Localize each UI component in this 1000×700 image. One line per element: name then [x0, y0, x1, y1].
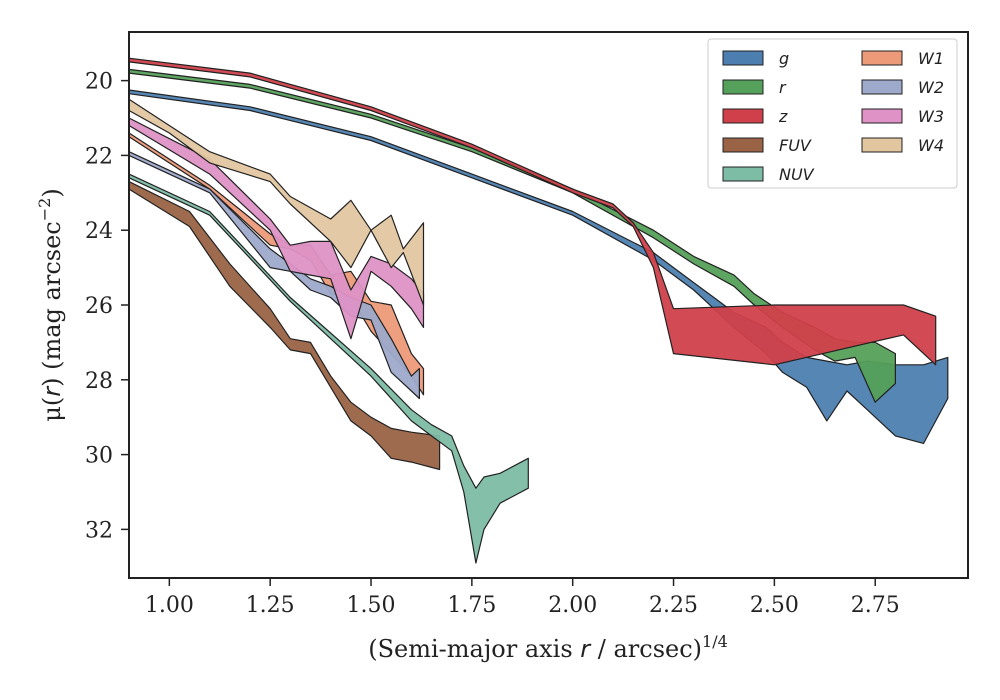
legend-swatch — [861, 108, 903, 124]
legend-swatch — [861, 79, 903, 95]
x-tick-label: 1.25 — [246, 593, 295, 618]
band-nuv — [128, 173, 529, 564]
legend-swatch — [722, 50, 764, 66]
legend-item-nuv: NUV — [722, 165, 815, 184]
y-tick-label: 20 — [85, 70, 113, 95]
legend-label: g — [779, 49, 789, 68]
legend-item-z: z — [722, 107, 788, 126]
band-w3 — [128, 117, 425, 340]
y-axis-ticks: 20 22 24 26 28 30 32 — [85, 70, 129, 543]
x-tick-label: 2.00 — [548, 593, 597, 618]
legend-item-fuv: FUV — [722, 136, 812, 155]
x-tick-label: 1.75 — [447, 593, 496, 618]
y-tick-label: 24 — [85, 219, 113, 244]
x-tick-label: 1.00 — [145, 593, 194, 618]
legend: grz FUV NUV W1 W2 W3 W4 — [707, 38, 958, 189]
legend-label: W1 — [918, 49, 944, 68]
band-fuv — [128, 181, 441, 471]
y-tick-label: 30 — [85, 444, 113, 469]
y-axis-label: μ(r) (mag arcsec−2) — [35, 188, 66, 421]
legend-swatch — [722, 166, 764, 182]
legend-label: W4 — [918, 136, 944, 155]
legend-item-w3: W3 — [861, 107, 944, 126]
x-tick-label: 2.25 — [649, 593, 698, 618]
legend-swatch — [722, 137, 764, 153]
legend-label: NUV — [779, 165, 815, 184]
y-tick-label: 32 — [85, 518, 113, 543]
band-z — [128, 57, 937, 366]
legend-item-g: g — [722, 49, 789, 68]
legend-label: W2 — [918, 78, 944, 97]
series-bands — [128, 57, 949, 564]
y-tick-label: 22 — [85, 144, 113, 169]
legend-item-w4: W4 — [861, 136, 944, 155]
legend-label: FUV — [779, 136, 812, 155]
legend-swatch — [861, 137, 903, 153]
x-tick-label: 1.50 — [347, 593, 396, 618]
legend-label: W3 — [918, 107, 944, 126]
legend-item-w2: W2 — [861, 78, 944, 97]
legend-swatch — [722, 108, 764, 124]
legend-swatch — [861, 50, 903, 66]
legend-swatch — [722, 79, 764, 95]
legend-item-r: r — [722, 78, 787, 97]
x-axis-ticks: 1.00 1.25 1.50 1.75 2.00 2.25 2.50 2.75 — [145, 578, 900, 618]
band-w4 — [128, 98, 425, 306]
y-tick-label: 26 — [85, 294, 113, 319]
legend-item-w1: W1 — [861, 49, 944, 68]
legend-label: r — [779, 78, 787, 97]
y-tick-label: 28 — [85, 369, 113, 394]
x-tick-label: 2.50 — [750, 593, 799, 618]
legend-label: z — [778, 107, 788, 126]
x-tick-label: 2.75 — [851, 593, 900, 618]
x-axis-label: (Semi-major axis r / arcsec)1/4 — [368, 632, 728, 663]
